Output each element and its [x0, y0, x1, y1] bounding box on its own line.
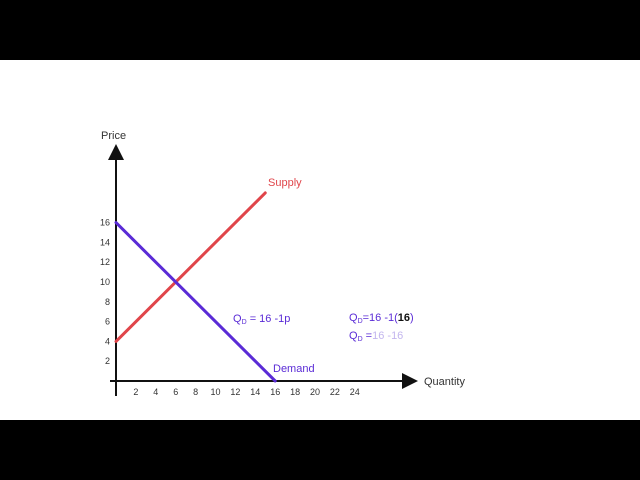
x-tick-label: 22: [330, 387, 340, 397]
x-tick-label: 24: [350, 387, 360, 397]
x-axis-title: Quantity: [424, 376, 465, 388]
series-lines: [114, 191, 277, 383]
demand-label: Demand: [273, 363, 315, 375]
y-tick-label: 8: [105, 297, 110, 307]
y-tick-label: 4: [105, 336, 110, 346]
x-tick-label: 14: [250, 387, 260, 397]
y-tick-label: 10: [100, 277, 110, 287]
y-axis-title: Price: [101, 130, 126, 142]
equation-substitution: QD=16 -1(16): [349, 312, 414, 325]
supply-demand-chart: Price Quantity 2 4 6 8 10 12 14 16 18 20 22 2424681…: [100, 130, 465, 397]
letterbox-bottom: [0, 420, 640, 480]
x-tick-label: 12: [230, 387, 240, 397]
demand-line: [114, 221, 277, 383]
x-tick-label: 18: [290, 387, 300, 397]
slide-canvas: Price Quantity 2 4 6 8 10 12 14 16 18 20 22 24 2 4 6 8 1…: [0, 60, 640, 420]
y-tick-label: 6: [105, 317, 110, 327]
x-tick-label: 6: [173, 387, 178, 397]
letterbox-top: [0, 0, 640, 60]
supply-line: [114, 191, 267, 343]
x-tick-label: 16: [270, 387, 280, 397]
x-tick-label: 2: [133, 387, 138, 397]
equation-demand: QD = 16 -1p: [233, 313, 290, 326]
y-tick-label: 2: [105, 356, 110, 366]
equation-result: QD =16 -16: [349, 330, 403, 343]
x-tick-label: 4: [153, 387, 158, 397]
y-tick-label: 12: [100, 257, 110, 267]
y-tick-label: 16: [100, 218, 110, 228]
supply-label: Supply: [268, 177, 302, 189]
x-tick-label: 10: [210, 387, 220, 397]
x-tick-label: 8: [193, 387, 198, 397]
x-tick-label: 20: [310, 387, 320, 397]
y-tick-label: 14: [100, 237, 110, 247]
